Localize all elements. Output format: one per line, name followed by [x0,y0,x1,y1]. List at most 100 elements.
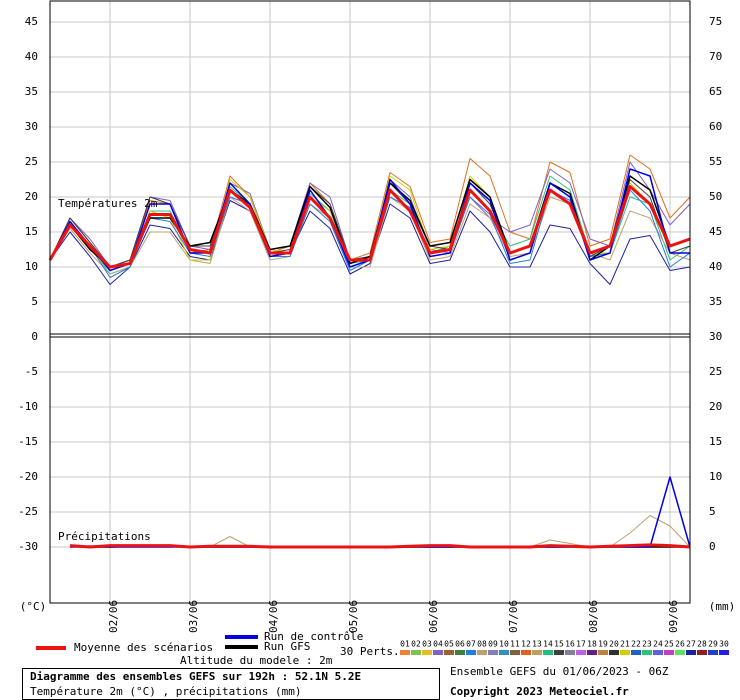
box-title: Diagramme des ensembles GEFS sur 192h : … [30,670,361,683]
pert-swatch [422,650,432,655]
y2-tick-label: 20 [709,400,722,413]
run-info: Ensemble GEFS du 01/06/2023 - 06Z [450,665,669,678]
pert-swatch [576,650,586,655]
pert-swatch [686,650,696,655]
pert-label: 26 [675,640,685,649]
y-tick-label: 35 [25,85,38,98]
y-tick-label: -20 [18,470,38,483]
y2-tick-label: 35 [709,295,722,308]
y2-tick-label: 50 [709,190,722,203]
panel-label: Précipitations [58,530,151,543]
pert-swatch [554,650,564,655]
pert-label: 01 [400,640,410,649]
y2-tick-label: 10 [709,470,722,483]
pert-label: 29 [708,640,718,649]
pert-swatch [499,650,509,655]
pert-swatch [719,650,729,655]
pert-swatch [400,650,410,655]
pert-label: 07 [466,640,476,649]
pert-label: 05 [444,640,454,649]
pert-label: 21 [620,640,630,649]
perturbation-legend: 01 02 03 04 05 06 07 08 09 10 11 12 13 14 15 16 17 18 19 20… [400,640,729,655]
y-tick-label: 5 [31,295,38,308]
pert-label: 08 [477,640,487,649]
y-unit: (°C) [20,600,47,613]
pert-swatch [521,650,531,655]
y2-tick-label: 15 [709,435,722,448]
legend-label: Run GFS [264,640,310,653]
y2-tick-label: 40 [709,260,722,273]
x-tick-label: 06/06 [427,600,440,633]
pert-label: 16 [565,640,575,649]
pert-swatch [466,650,476,655]
y2-unit: (mm) [709,600,736,613]
y2-tick-label: 75 [709,15,722,28]
pert-swatch [444,650,454,655]
y2-tick-label: 70 [709,50,722,63]
perts-label: 30 Perts. [340,645,400,658]
pert-label: 17 [576,640,586,649]
pert-swatch [532,650,542,655]
pert-swatch [488,650,498,655]
pert-label: 25 [664,640,674,649]
pert-swatch [609,650,619,655]
pert-label: 30 [719,640,729,649]
pert-label: 03 [422,640,432,649]
pert-swatch [587,650,597,655]
copyright: Copyright 2023 Meteociel.fr [450,685,629,698]
y2-tick-label: 60 [709,120,722,133]
y-tick-label: 40 [25,50,38,63]
pert-swatch [708,650,718,655]
pert-label: 18 [587,640,597,649]
x-tick-label: 03/06 [187,600,200,633]
panel-label: Températures 2m [58,197,158,210]
y-tick-label: 20 [25,190,38,203]
y-tick-label: 10 [25,260,38,273]
pert-label: 22 [631,640,641,649]
x-tick-label: 09/06 [667,600,680,633]
pert-swatch [477,650,487,655]
pert-swatch [675,650,685,655]
pert-label: 12 [521,640,531,649]
series-line [49,200,691,285]
pert-label: 04 [433,640,443,649]
y-tick-label: 25 [25,155,38,168]
pert-label: 15 [554,640,564,649]
y-tick-label: 15 [25,225,38,238]
pert-swatch [455,650,465,655]
pert-label: 13 [532,640,542,649]
y-tick-label: 30 [25,120,38,133]
pert-swatch [543,650,553,655]
pert-label: 23 [642,640,652,649]
y-tick-label: -10 [18,400,38,413]
y2-tick-label: 0 [709,540,716,553]
pert-swatch [631,650,641,655]
pert-label: 28 [697,640,707,649]
pert-swatch [653,650,663,655]
series-line [48,185,691,269]
pert-swatch [565,650,575,655]
y-tick-label: -30 [18,540,38,553]
y2-tick-label: 30 [709,330,722,343]
pert-label: 24 [653,640,663,649]
x-tick-label: 02/06 [107,600,120,633]
pert-swatch [510,650,520,655]
grid [50,1,690,603]
pert-swatch [664,650,674,655]
x-tick-label: 05/06 [347,600,360,633]
pert-swatch [411,650,421,655]
pert-label: 02 [411,640,421,649]
box-subtitle: Température 2m (°C) , précipitations (mm… [30,685,302,698]
y2-tick-label: 65 [709,85,722,98]
y2-tick-label: 25 [709,365,722,378]
pert-label: 20 [609,640,619,649]
pert-label: 06 [455,640,465,649]
y-tick-label: -15 [18,435,38,448]
x-tick-label: 04/06 [267,600,280,633]
pert-swatch [697,650,707,655]
y-tick-label: 0 [31,330,38,343]
plot-frame [49,0,691,604]
series-line [69,543,691,549]
pert-label: 09 [488,640,498,649]
